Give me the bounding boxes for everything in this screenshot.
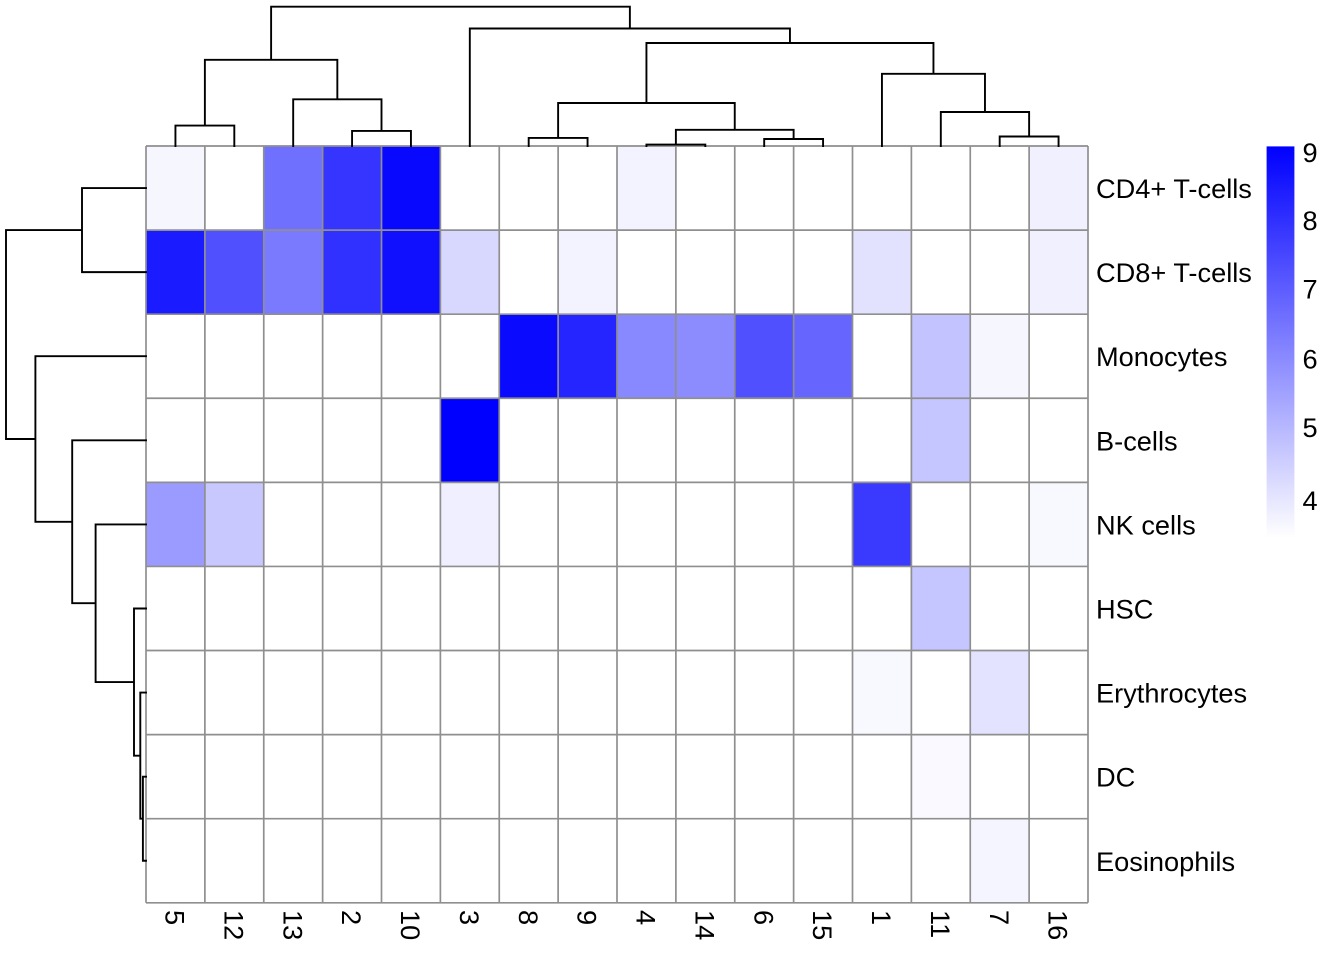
svg-text:NK cells: NK cells [1096, 509, 1196, 540]
svg-text:8: 8 [513, 910, 544, 925]
svg-text:7: 7 [1303, 274, 1318, 305]
svg-text:8: 8 [1303, 205, 1318, 236]
svg-text:6: 6 [748, 910, 779, 925]
svg-text:9: 9 [572, 910, 603, 925]
svg-text:4: 4 [1303, 485, 1318, 516]
svg-text:6: 6 [1303, 343, 1318, 374]
svg-text:7: 7 [984, 910, 1015, 925]
svg-text:10: 10 [395, 910, 426, 940]
svg-text:3: 3 [454, 910, 485, 925]
svg-text:1: 1 [866, 910, 897, 925]
svg-text:5: 5 [160, 910, 191, 925]
svg-text:Eosinophils: Eosinophils [1096, 846, 1235, 877]
svg-text:CD4+ T-cells: CD4+ T-cells [1096, 173, 1252, 204]
svg-text:CD8+ T-cells: CD8+ T-cells [1096, 257, 1252, 288]
svg-text:11: 11 [925, 910, 956, 938]
svg-text:HSC: HSC [1096, 594, 1153, 625]
svg-text:Erythrocytes: Erythrocytes [1096, 678, 1247, 709]
svg-text:DC: DC [1096, 762, 1135, 793]
svg-text:Monocytes: Monocytes [1096, 341, 1227, 372]
svg-text:13: 13 [277, 910, 308, 940]
svg-text:12: 12 [218, 910, 249, 940]
svg-text:4: 4 [631, 910, 662, 925]
svg-text:16: 16 [1043, 910, 1074, 940]
svg-text:2: 2 [336, 910, 367, 925]
svg-text:15: 15 [807, 910, 838, 940]
svg-text:5: 5 [1303, 412, 1318, 443]
svg-text:B-cells: B-cells [1096, 425, 1178, 456]
svg-text:9: 9 [1303, 137, 1318, 168]
svg-text:14: 14 [689, 910, 720, 940]
